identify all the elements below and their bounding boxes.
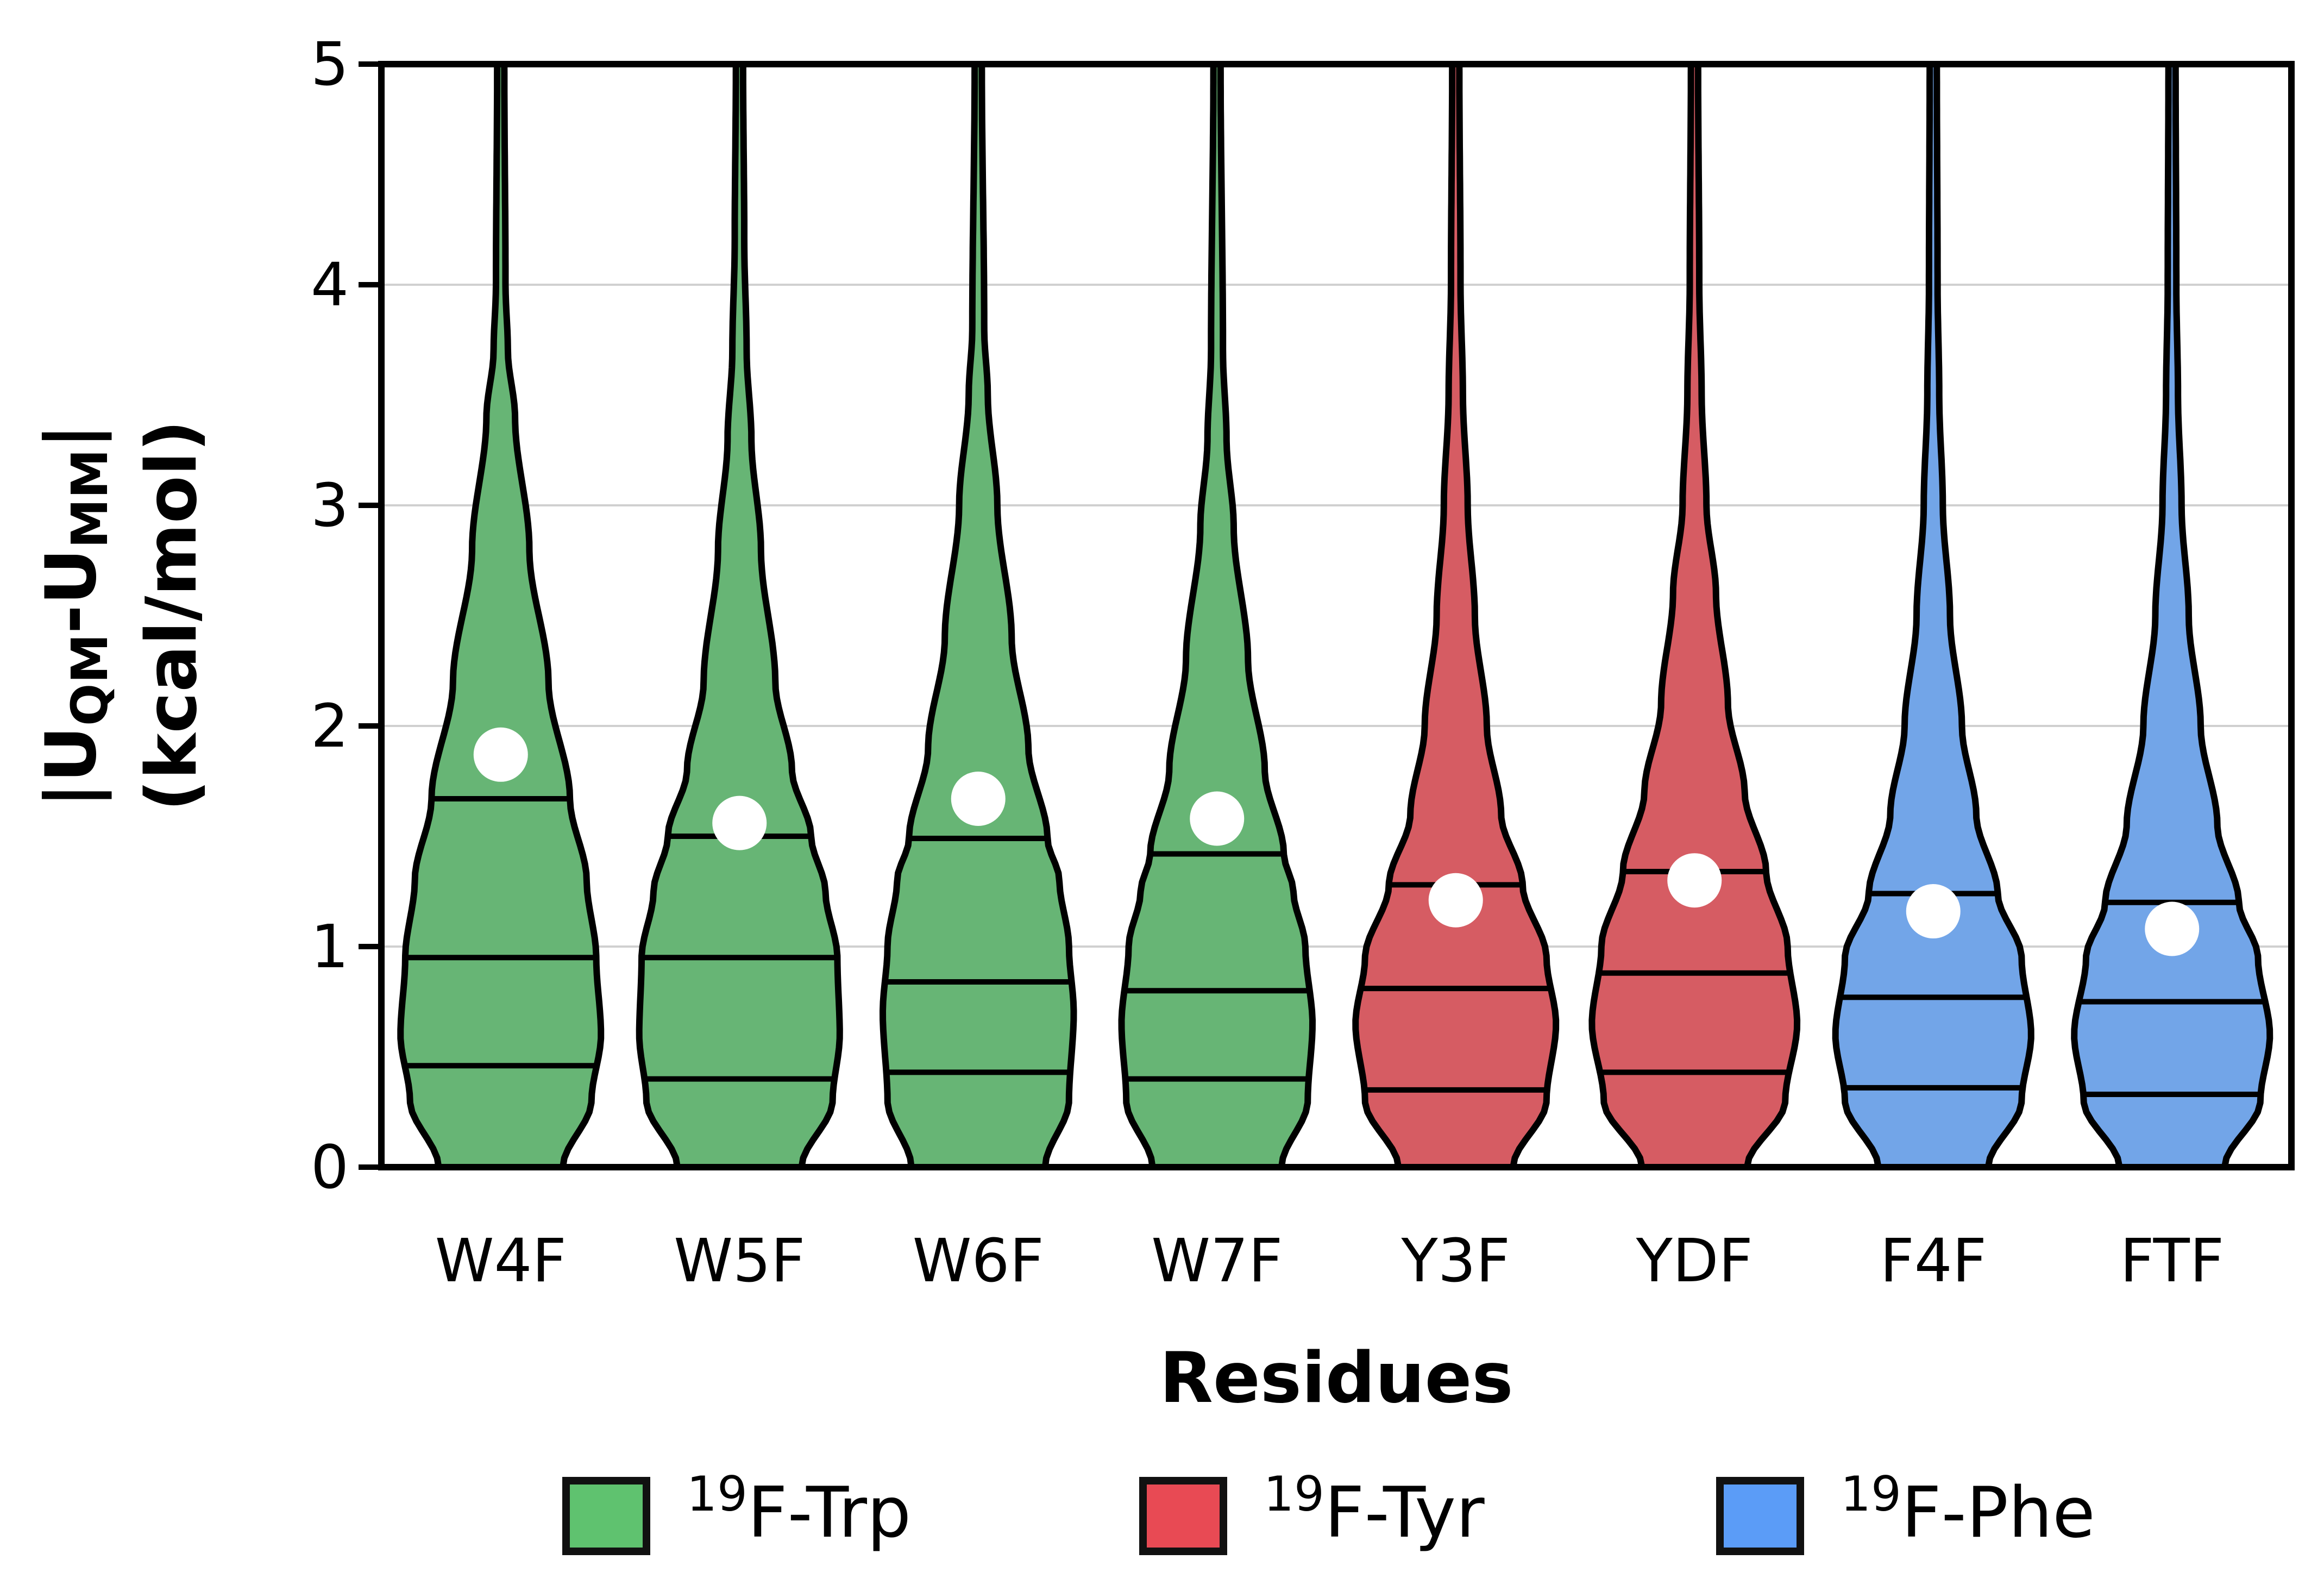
mean-point: [1190, 791, 1245, 846]
x-tick-label: FTF: [2120, 1226, 2224, 1295]
legend-label-text: F-Trp: [748, 1473, 911, 1554]
x-tick-label: Y3F: [1401, 1226, 1510, 1295]
mean-point: [473, 727, 528, 782]
violin-w6f: [880, 61, 1077, 1170]
legend: 19F-Trp 19F-Tyr 19F-Phe: [562, 1466, 2095, 1555]
legend-label: 19F-Trp: [687, 1466, 911, 1554]
mean-point: [1667, 853, 1722, 908]
violin-body: [1352, 61, 1560, 1170]
violin-body: [1588, 61, 1801, 1170]
x-tick-label: W7F: [1151, 1226, 1283, 1295]
violin-ydf: [1588, 61, 1801, 1170]
y-axis-title-sub: MM: [61, 449, 119, 548]
y-tick-label: 5: [311, 29, 349, 99]
legend-item: 19F-Tyr: [1139, 1466, 1485, 1555]
y-tick-label: 4: [311, 250, 349, 320]
legend-label: 19F-Tyr: [1264, 1466, 1485, 1554]
mean-point: [1906, 884, 1961, 939]
violin-body: [1832, 61, 2034, 1170]
violin-body: [397, 61, 605, 1170]
mean-point: [1428, 873, 1483, 928]
violin-ftf: [2071, 61, 2273, 1170]
legend-label-text: F-Tyr: [1324, 1473, 1485, 1554]
violin-body: [636, 61, 843, 1170]
y-axis-title-sub: QM: [61, 634, 119, 726]
legend-label-text: F-Phe: [1901, 1473, 2095, 1554]
x-tick-label: W4F: [435, 1226, 567, 1295]
x-axis-title: Residues: [1159, 1338, 1513, 1419]
legend-item: 19F-Trp: [562, 1466, 911, 1555]
plot-frame: [378, 61, 2295, 1170]
violin-w4f: [397, 61, 605, 1170]
legend-swatch: [1716, 1477, 1804, 1555]
x-tick-label: YDF: [1636, 1226, 1753, 1295]
y-axis-title-line2: (kcal/mol): [131, 420, 212, 811]
y-axis-title-part: -U: [31, 548, 112, 634]
legend-swatch: [1139, 1477, 1227, 1555]
violin-series: [397, 61, 2273, 1170]
x-tick-label: W5F: [674, 1226, 805, 1295]
mean-point: [951, 771, 1006, 826]
x-axis-ticks: W4F W5F W6F W7F Y3F YDF F4F FTF: [435, 1226, 2224, 1295]
y-tick-label: 2: [311, 691, 349, 761]
legend-label-sup: 19: [1264, 1466, 1324, 1522]
legend-swatch: [562, 1477, 650, 1555]
mean-point: [2145, 901, 2200, 956]
legend-item: 19F-Phe: [1716, 1466, 2095, 1555]
legend-label: 19F-Phe: [1841, 1466, 2095, 1554]
y-axis-title: |UQM-UMM|: [31, 423, 119, 807]
y-axis-title-part: |: [31, 423, 112, 449]
legend-label-sup: 19: [1841, 1466, 1901, 1522]
legend-label-sup: 19: [687, 1466, 748, 1522]
y-tick-label: 0: [311, 1132, 349, 1202]
violin-w5f: [636, 61, 843, 1170]
violin-body: [880, 61, 1077, 1170]
violin-body: [1118, 61, 1316, 1170]
violin-y3f: [1352, 61, 1560, 1170]
y-axis-ticks: 0 1 2 3 4 5: [311, 29, 381, 1202]
y-tick-label: 1: [311, 912, 349, 981]
x-tick-label: W6F: [913, 1226, 1044, 1295]
mean-point: [712, 796, 767, 850]
y-tick-label: 3: [311, 471, 349, 540]
y-axis-title-part: |U: [31, 726, 112, 808]
violin-w7f: [1118, 61, 1316, 1170]
x-tick-label: F4F: [1880, 1226, 1987, 1295]
violin-f4f: [1832, 61, 2034, 1170]
